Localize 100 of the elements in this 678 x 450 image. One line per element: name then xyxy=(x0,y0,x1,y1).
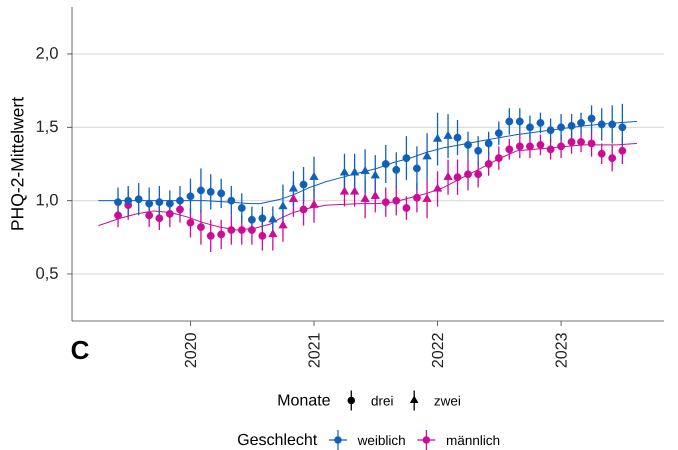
point xyxy=(206,188,215,196)
point xyxy=(268,214,278,222)
point xyxy=(145,200,154,208)
point xyxy=(360,194,370,202)
point xyxy=(454,134,462,142)
x-tick-label: 2023 xyxy=(555,333,567,368)
y-axis-title: PHQ-2-Mittelwert xyxy=(10,97,27,230)
legend-label: männlich xyxy=(446,435,500,446)
point xyxy=(238,226,246,234)
point xyxy=(588,140,596,148)
y-tick-label: 1,5 xyxy=(36,120,58,134)
point xyxy=(248,216,256,224)
point xyxy=(402,154,410,162)
point xyxy=(360,166,370,174)
point xyxy=(505,145,514,154)
point xyxy=(370,191,380,199)
point xyxy=(309,200,319,208)
x-tick-label: 2022 xyxy=(432,333,444,368)
point xyxy=(145,211,154,220)
point xyxy=(350,168,360,176)
point xyxy=(526,142,534,150)
point xyxy=(114,198,122,206)
text: C xyxy=(72,340,89,360)
point xyxy=(598,150,606,158)
point xyxy=(546,145,555,154)
point xyxy=(238,204,246,212)
point xyxy=(454,173,462,182)
point xyxy=(206,232,215,240)
point xyxy=(536,141,544,149)
point xyxy=(402,204,410,212)
point xyxy=(598,120,606,128)
point xyxy=(340,168,350,176)
point xyxy=(516,118,524,126)
y-tick-label: 0,5 xyxy=(36,267,58,281)
point xyxy=(392,196,400,205)
text: zwei xyxy=(434,396,460,406)
point xyxy=(444,130,453,139)
point xyxy=(248,226,256,234)
point xyxy=(155,214,164,222)
point xyxy=(484,160,493,168)
point xyxy=(577,138,585,146)
point xyxy=(444,172,453,180)
point xyxy=(474,170,482,178)
point xyxy=(186,192,194,200)
point xyxy=(536,119,544,127)
y-tick-label: 1,0 xyxy=(36,194,58,208)
point xyxy=(186,218,194,227)
point xyxy=(433,184,442,192)
point xyxy=(197,186,205,194)
point xyxy=(588,114,596,122)
point xyxy=(474,146,482,155)
point xyxy=(217,230,226,238)
text: Monate xyxy=(278,394,330,406)
point xyxy=(494,129,503,138)
point xyxy=(413,164,421,172)
point xyxy=(382,160,390,168)
point xyxy=(413,194,421,202)
point xyxy=(227,226,236,234)
point xyxy=(134,195,143,204)
point xyxy=(124,196,132,205)
point xyxy=(300,206,308,214)
point xyxy=(546,126,555,134)
point xyxy=(516,142,524,150)
y-tick-label: 2,0 xyxy=(36,47,58,61)
point xyxy=(505,118,514,126)
point xyxy=(268,229,278,238)
point xyxy=(526,123,534,132)
point xyxy=(618,123,626,132)
point xyxy=(258,232,266,240)
point xyxy=(494,154,503,162)
point xyxy=(197,223,205,231)
text: drei xyxy=(372,396,393,406)
point xyxy=(340,186,350,195)
point xyxy=(484,140,493,148)
point xyxy=(608,154,616,162)
point xyxy=(278,201,288,210)
point xyxy=(166,210,174,218)
point xyxy=(557,142,565,150)
point xyxy=(300,180,308,188)
point xyxy=(557,123,565,132)
point xyxy=(166,200,174,208)
point xyxy=(288,184,298,192)
point xyxy=(155,198,164,206)
point xyxy=(217,189,226,198)
point xyxy=(464,170,472,178)
x-tick-label: 2021 xyxy=(308,333,320,368)
x-tick-label: 2020 xyxy=(184,333,196,368)
point xyxy=(288,194,298,202)
point xyxy=(176,196,184,205)
point xyxy=(350,186,360,195)
point xyxy=(392,166,400,174)
point xyxy=(433,134,442,142)
point xyxy=(114,211,122,220)
point xyxy=(464,141,472,149)
point xyxy=(577,119,585,127)
point xyxy=(258,214,266,222)
point xyxy=(608,120,616,128)
point xyxy=(227,196,236,205)
point xyxy=(176,206,184,214)
point xyxy=(309,172,319,180)
